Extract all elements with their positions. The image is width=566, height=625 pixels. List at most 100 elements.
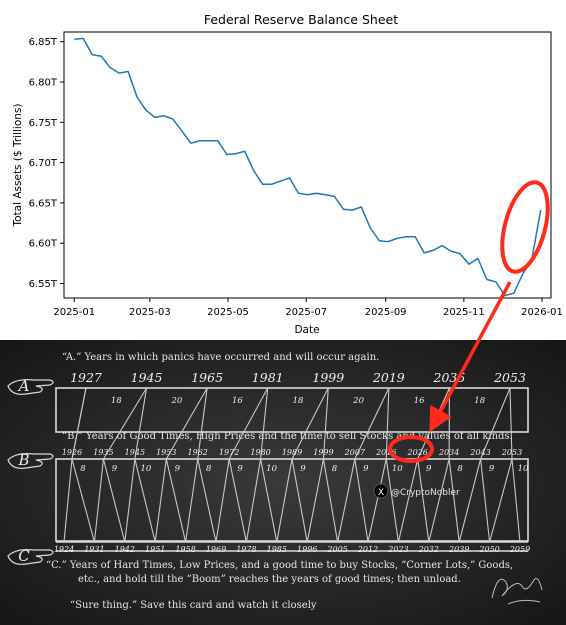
cycle-line — [322, 458, 339, 543]
top-year-label: 1945 — [131, 370, 163, 385]
y-tick-label: 6.70T — [29, 158, 58, 169]
cycle-line — [306, 458, 324, 543]
row-b-interval-number: 8 — [80, 464, 86, 474]
x-tick-label: 2025-07 — [285, 307, 327, 318]
top-interval-number: 20 — [170, 396, 182, 406]
top-interval-number: 18 — [474, 396, 485, 406]
cycle-line — [260, 387, 269, 460]
cycle-line — [417, 458, 430, 543]
top-year-label: 1981 — [252, 370, 284, 385]
middle-year-label: 1953 — [156, 448, 176, 457]
line-c-text-1: “C.” Years of Hard Times, Low Prices, an… — [46, 560, 514, 571]
pointing-hand-icon — [7, 379, 54, 395]
cycle-line — [245, 458, 262, 543]
cycle-line — [511, 458, 521, 543]
series-group — [74, 37, 542, 297]
row-b-interval-number: 9 — [175, 464, 181, 474]
middle-year-label: 2007 — [344, 448, 366, 457]
y-tick-label: 6.75T — [29, 118, 58, 129]
zigzag-lines — [63, 387, 521, 543]
row-b-interval-number: 9 — [237, 464, 243, 474]
watermark-handle: @CryptoNobler — [391, 488, 460, 498]
row-b-interval-number: 9 — [489, 464, 495, 474]
row-label-b: B — [17, 451, 29, 469]
balance-sheet-chart: Federal Reserve Balance Sheet 2025-01 202… — [12, 12, 563, 336]
middle-year-label: 1989 — [282, 448, 302, 457]
row-b-interval-number: 10 — [518, 464, 529, 474]
cycle-line — [385, 387, 390, 460]
cycle-line — [93, 458, 104, 543]
cycle-line — [291, 458, 308, 543]
y-tick-label: 6.55T — [29, 279, 58, 290]
cycle-line — [165, 458, 187, 543]
x-tick-label: 2025-11 — [443, 307, 485, 318]
x-tick-label: 2026-01 — [521, 307, 563, 318]
cycle-line — [354, 458, 369, 543]
middle-year-label: 2016 — [375, 448, 396, 457]
bottom-year-label: 2005 — [326, 545, 347, 554]
row-label-c: C — [18, 547, 30, 565]
bottom-year-label: 2039 — [448, 545, 469, 554]
bottom-year-label: 2032 — [418, 545, 439, 554]
row-b-interval-number: 9 — [300, 464, 306, 474]
cycle-line — [397, 458, 419, 543]
middle-year-label: 1962 — [188, 448, 208, 457]
cycle-line — [276, 458, 293, 543]
cycle-card: 1927 1945 1965 1981 1999 2019 2035 2053 18 20 16 1… — [0, 340, 566, 625]
middle-year-label: 1972 — [219, 448, 239, 457]
cycle-line — [337, 458, 356, 543]
cycle-line — [260, 458, 278, 543]
cycle-line — [480, 458, 491, 543]
bottom-year-labels: 1924 1931 1942 1951 1958 1969 1978 1985 1996 2005… — [54, 545, 530, 554]
row-b-interval-number: 8 — [457, 464, 463, 474]
cycle-line — [228, 387, 269, 460]
middle-year-label: 1945 — [125, 448, 145, 457]
cycle-line — [354, 387, 390, 460]
bottom-year-label: 1924 — [54, 545, 74, 554]
cycle-line — [428, 458, 450, 543]
bottom-year-label: 1931 — [84, 545, 104, 554]
top-interval-number: 18 — [293, 396, 304, 406]
top-year-label: 2035 — [433, 370, 466, 385]
middle-year-label: 2034 — [438, 448, 459, 457]
chart-title: Federal Reserve Balance Sheet — [204, 12, 398, 27]
line-a-text: “A.” Years in which panics have occurred… — [62, 352, 380, 363]
y-tick-label: 6.80T — [29, 77, 58, 88]
x-logo-glyph: X — [378, 488, 384, 498]
cycle-line — [489, 458, 513, 543]
top-year-label: 1999 — [312, 370, 344, 385]
cycle-line — [385, 458, 399, 543]
middle-year-label: 1980 — [250, 448, 270, 457]
bottom-year-label: 2023 — [387, 545, 408, 554]
cycle-line — [63, 458, 73, 543]
row-b-interval-number: 10 — [140, 464, 151, 474]
top-year-label: 1927 — [70, 370, 102, 385]
line-b-text: “B.” Years of Good Times, High Prices an… — [62, 431, 513, 442]
bottom-year-label: 1985 — [267, 545, 287, 554]
middle-year-label: 1999 — [313, 448, 333, 457]
cycle-line — [458, 458, 482, 543]
bottom-year-label: 1942 — [115, 545, 135, 554]
cycle-line — [228, 458, 247, 543]
x-tick-label: 2025-01 — [53, 307, 95, 318]
sure-thing-text: “Sure thing.” Save this card and watch i… — [70, 600, 317, 611]
row-b-interval-number: 9 — [426, 464, 432, 474]
bottom-year-label: 1969 — [206, 545, 226, 554]
middle-year-label: 2043 — [469, 448, 490, 457]
row-number-labels: 8 9 10 9 8 9 10 9 8 9 10 9 8 9 10 — [80, 464, 529, 474]
row-b-interval-number: 9 — [112, 464, 118, 474]
x-logo-icon — [373, 483, 389, 499]
y-tick-label: 6.60T — [29, 239, 58, 250]
x-tick-label: 2025-05 — [207, 307, 249, 318]
row-a-box — [55, 387, 529, 433]
plot-area — [63, 31, 552, 299]
top-interval-number: 16 — [232, 396, 243, 406]
series-line — [74, 37, 542, 297]
middle-year-label: 1926 — [62, 448, 82, 457]
x-tick-label: 2025-09 — [365, 307, 407, 318]
top-year-label: 2019 — [372, 370, 405, 385]
pointing-hand-icon — [7, 549, 54, 565]
top-interval-number: 20 — [352, 396, 364, 406]
cycle-line — [102, 387, 148, 460]
